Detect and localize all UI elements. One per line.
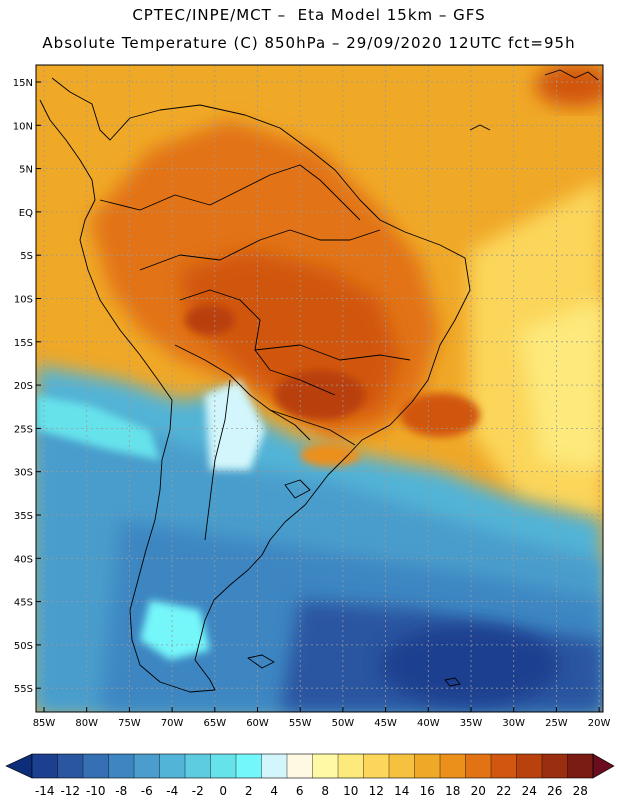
colorbar-swatch	[83, 754, 109, 778]
lat-tick-label: 10N	[13, 121, 33, 132]
colorbar-label: -14	[35, 784, 55, 798]
colorbar-label: -8	[115, 784, 127, 798]
lat-tick-label: 5N	[19, 165, 33, 176]
lat-tick-label: 20S	[14, 381, 33, 392]
colorbar-swatch	[287, 754, 313, 778]
colorbar-swatch	[32, 754, 58, 778]
colorbar-label: -2	[192, 784, 204, 798]
lat-tick-label: 15N	[13, 78, 33, 89]
colorbar-high-arrow	[592, 753, 615, 779]
colorbar-label: -4	[166, 784, 178, 798]
colorbar-swatch	[312, 754, 339, 778]
colorbar-swatch	[414, 754, 441, 778]
lon-tick-label: 45W	[374, 718, 397, 729]
colorbar-label: 24	[522, 784, 537, 798]
lat-tick-label: 5S	[20, 251, 33, 262]
colorbar-label: 22	[496, 784, 511, 798]
lon-tick-label: 20W	[588, 718, 611, 729]
colorbar-swatch	[389, 754, 415, 778]
lat-tick-label: 25S	[14, 424, 33, 435]
colorbar-swatch	[185, 754, 211, 778]
colorbar-label: 20	[471, 784, 486, 798]
lat-tick-label: 15S	[14, 338, 33, 349]
colorbar-label: 26	[547, 784, 562, 798]
map-title-line-1: CPTEC/INPE/MCT – Eta Model 15km – GFS	[132, 6, 486, 24]
coastlines	[39, 69, 599, 693]
colorbar-swatch	[236, 754, 262, 778]
colorbar-label: 28	[573, 784, 588, 798]
colorbar-swatch	[108, 754, 135, 778]
colorbar-swatch	[491, 754, 517, 778]
colorbar-label: -12	[60, 784, 80, 798]
lon-tick-label: 65W	[203, 718, 226, 729]
colorbar-label: -10	[86, 784, 106, 798]
colorbar-swatch	[134, 754, 160, 778]
temperature-field	[36, 65, 603, 712]
colorbar-label: 12	[369, 784, 384, 798]
lat-tick-label: 40S	[14, 554, 33, 565]
colorbar-label: 16	[420, 784, 435, 798]
lat-tick-label: EQ	[19, 208, 33, 219]
lon-tick-label: 75W	[118, 718, 141, 729]
lon-tick-label: 70W	[161, 718, 184, 729]
colorbar-label: 0	[219, 784, 227, 798]
lon-tick-label: 50W	[332, 718, 355, 729]
longitude-axis: 85W 80W 75W 70W 65W 60W 55W 50W 45W 40W 35W 30W 25W 2…	[33, 707, 611, 729]
map-title-line-2: Absolute Temperature (C) 850hPa – 29/09/…	[42, 34, 576, 52]
colorbar-swatch	[57, 754, 84, 778]
lon-tick-label: 55W	[289, 718, 312, 729]
colorbar-label: -6	[141, 784, 153, 798]
latitude-axis: 15N 10N 5N EQ 5S 10S 15S 20S 25S 30S 35S 40S 45S 50S 5…	[13, 78, 41, 695]
lat-tick-label: 10S	[14, 295, 33, 306]
lat-tick-label: 55S	[14, 684, 33, 695]
lon-tick-label: 30W	[502, 718, 525, 729]
lat-tick-label: 45S	[14, 598, 33, 609]
lon-tick-label: 25W	[545, 718, 568, 729]
colorbar-swatch	[440, 754, 466, 778]
colorbar-label: 18	[445, 784, 460, 798]
colorbar-low-arrow	[5, 753, 33, 779]
lon-tick-label: 35W	[460, 718, 483, 729]
colorbar-label: 2	[245, 784, 253, 798]
colorbar-swatch	[567, 754, 594, 778]
lat-tick-label: 35S	[14, 511, 33, 522]
colorbar-label: 6	[296, 784, 304, 798]
colorbar-label: 4	[270, 784, 278, 798]
colorbar-swatch	[159, 754, 186, 778]
colorbar: -14 -12 -10 -8 -6 -4 -2 0 2 4 6 8 10 12 14 16 18 20 22 24 26…	[5, 753, 615, 798]
plot-frame	[35, 64, 604, 713]
colorbar-swatch	[516, 754, 543, 778]
lat-tick-label: 50S	[14, 641, 33, 652]
lon-tick-label: 80W	[75, 718, 98, 729]
colorbar-swatch	[210, 754, 237, 778]
colorbar-swatch	[261, 754, 288, 778]
colorbar-swatch	[338, 754, 364, 778]
colorbar-swatch	[465, 754, 492, 778]
lat-tick-label: 30S	[14, 468, 33, 479]
colorbar-label: 10	[343, 784, 358, 798]
colorbar-label: 8	[321, 784, 329, 798]
lon-tick-label: 60W	[246, 718, 269, 729]
colorbar-label: 14	[394, 784, 409, 798]
colorbar-swatch	[542, 754, 568, 778]
colorbar-swatch	[363, 754, 390, 778]
lon-tick-label: 40W	[417, 718, 440, 729]
lon-tick-label: 85W	[33, 718, 56, 729]
